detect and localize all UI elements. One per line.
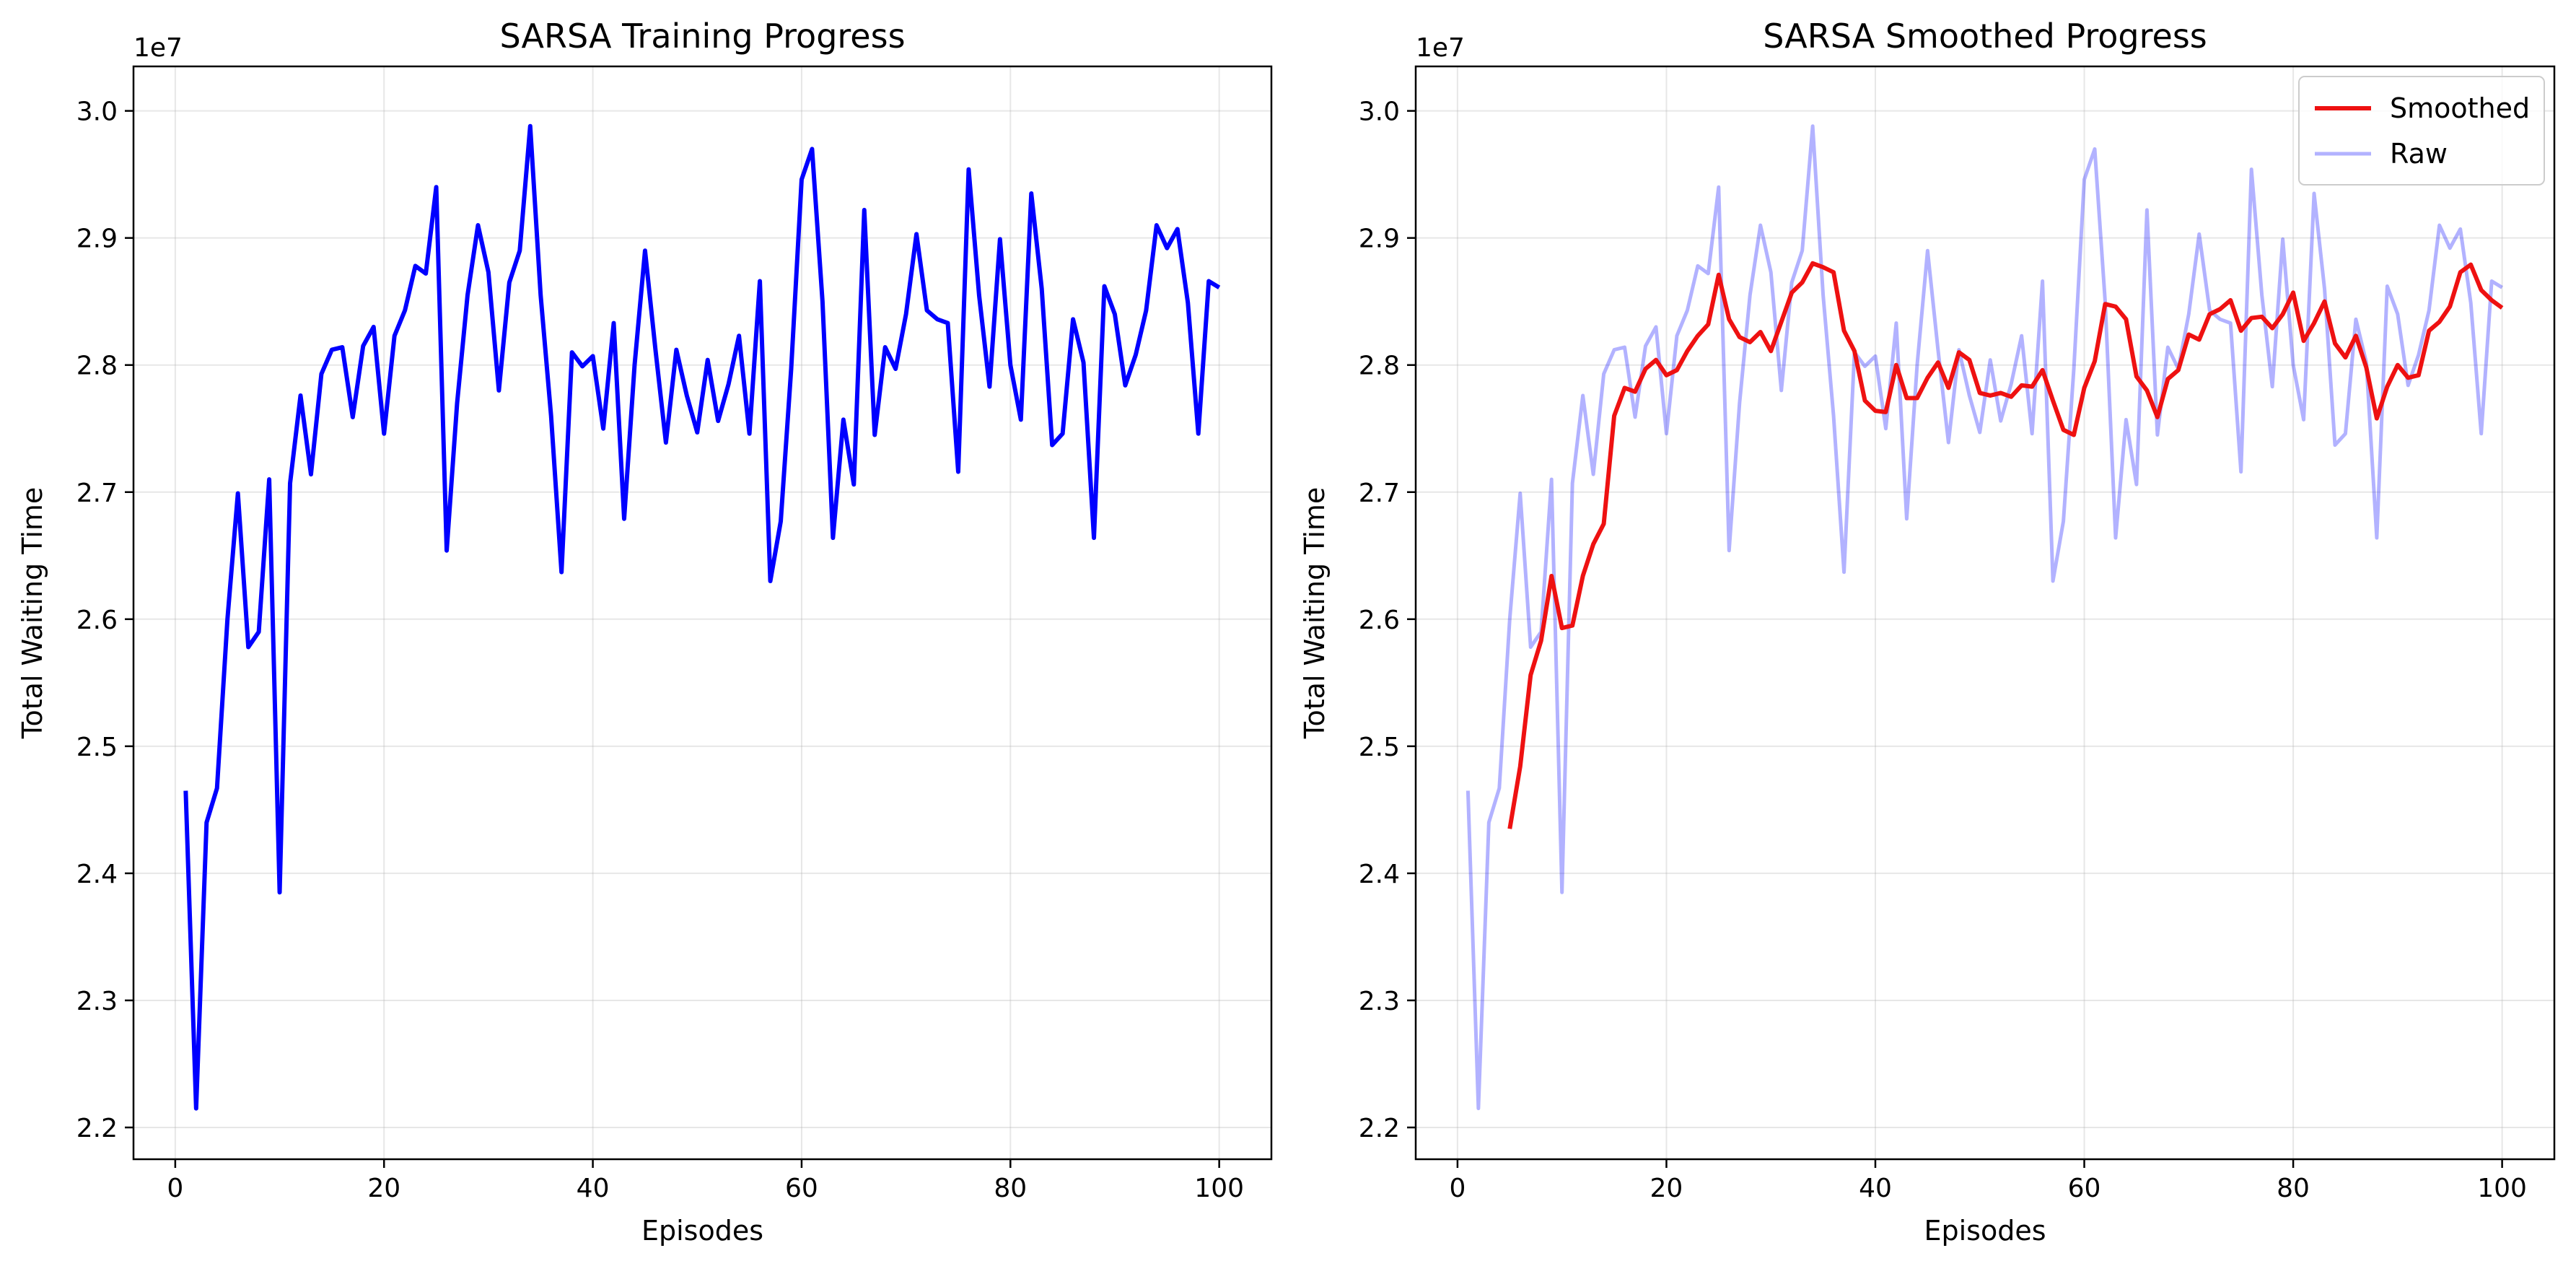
y-axis-label: Total Waiting Time <box>17 487 48 740</box>
y-offset-label: 1e7 <box>133 33 183 63</box>
x-tick-label: 80 <box>2277 1174 2310 1203</box>
chart-smoothed-progress: 0 20 40 60 80 100 2.2 2.3 2.4 2.5 2.6 2.7 2.8 2.9 3.0 1… <box>1299 17 2556 1247</box>
y-tick-label: 2.7 <box>76 479 118 508</box>
x-tick-label: 20 <box>1650 1174 1683 1203</box>
plot-frame <box>132 65 1273 1161</box>
y-tick-label: 2.9 <box>1359 224 1400 254</box>
chart-title: SARSA Training Progress <box>499 17 905 56</box>
y-axis-label: Total Waiting Time <box>1299 487 1331 740</box>
legend-frame <box>2298 76 2545 186</box>
x-tick-label: 40 <box>1859 1174 1892 1203</box>
y-tick-label: 3.0 <box>76 97 118 127</box>
y-tick-label: 3.0 <box>1359 97 1400 127</box>
plot-frame <box>1414 65 2556 1161</box>
y-tick-label: 2.3 <box>76 987 118 1016</box>
x-tick-label: 60 <box>785 1174 818 1203</box>
y-tick-label: 2.4 <box>1359 860 1400 889</box>
y-tick-label: 2.9 <box>76 224 118 254</box>
y-tick-label: 2.2 <box>1359 1114 1400 1143</box>
y-tick-label: 2.3 <box>1359 987 1400 1016</box>
x-tick-label: 80 <box>994 1174 1027 1203</box>
x-axis-label: Episodes <box>641 1215 763 1247</box>
y-tick-label: 2.6 <box>76 606 118 635</box>
legend-label-smoothed: Smoothed <box>2390 92 2530 124</box>
x-tick-label: 100 <box>2477 1174 2527 1203</box>
y-tick-label: 2.5 <box>1359 733 1400 762</box>
x-tick-label: 0 <box>1449 1174 1466 1203</box>
y-tick-label: 2.5 <box>76 733 118 762</box>
legend-label-raw: Raw <box>2390 138 2448 170</box>
legend: Smoothed Raw <box>2298 76 2545 186</box>
y-tick-label: 2.7 <box>1359 479 1400 508</box>
chart-training-progress: 0 20 40 60 80 100 2.2 2.3 2.4 2.5 2.6 2.7 2.8 2.9 3.0 1… <box>17 17 1273 1247</box>
chart-title: SARSA Smoothed Progress <box>1763 17 2207 56</box>
y-tick-label: 2.6 <box>1359 606 1400 635</box>
x-tick-label: 20 <box>367 1174 400 1203</box>
x-tick-label: 40 <box>577 1174 610 1203</box>
y-tick-label: 2.2 <box>76 1114 118 1143</box>
x-tick-label: 60 <box>2068 1174 2101 1203</box>
y-tick-label: 2.8 <box>1359 352 1400 381</box>
y-offset-label: 1e7 <box>1416 33 1465 63</box>
data-series-line <box>183 123 1221 1111</box>
y-tick-label: 2.4 <box>76 860 118 889</box>
y-tick-label: 2.8 <box>76 352 118 381</box>
x-tick-label: 0 <box>167 1174 183 1203</box>
smoothed-series-line <box>1507 261 2504 829</box>
x-axis-label: Episodes <box>1924 1215 2046 1247</box>
x-tick-label: 100 <box>1194 1174 1244 1203</box>
